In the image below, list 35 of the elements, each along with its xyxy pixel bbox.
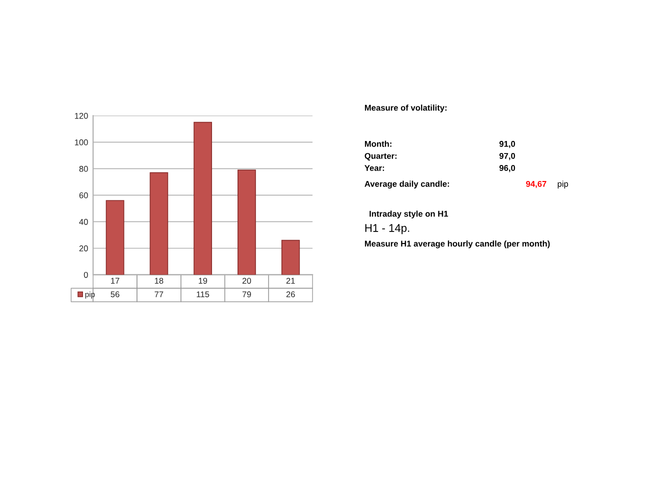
x-tick-label: 17 — [111, 278, 120, 284]
y-tick-label: 40 — [79, 218, 88, 225]
text: Average daily candle: — [364, 180, 449, 189]
text: 94,67 — [526, 180, 546, 188]
bar — [194, 122, 212, 275]
text: Month: — [364, 140, 392, 147]
text: Measure of volatility: — [364, 104, 447, 112]
bar — [238, 170, 256, 275]
y-tick-label: 120 — [74, 112, 88, 119]
text: 97,0 — [499, 152, 516, 160]
y-tick-label: 20 — [79, 245, 88, 252]
text: Measure H1 average hourly candle (per month) — [364, 240, 550, 248]
x-tick-label: 19 — [198, 278, 208, 284]
data-label: 56 — [110, 291, 120, 298]
y-tick-label: 80 — [79, 166, 88, 172]
data-label: 115 — [196, 291, 210, 298]
x-tick-label: 21 — [286, 278, 295, 284]
text: Quarter: — [364, 152, 396, 160]
text: Intraday style on H1 — [370, 210, 448, 218]
y-tick-label: 100 — [74, 139, 88, 146]
y-tick-label: 60 — [79, 192, 88, 198]
bar — [281, 240, 300, 275]
text: 96,0 — [499, 165, 516, 172]
bar — [106, 200, 124, 275]
data-label: 79 — [242, 291, 251, 298]
text: Year: — [364, 165, 384, 171]
text: pip — [558, 180, 568, 188]
text: 91,0 — [499, 140, 516, 148]
bar — [150, 172, 168, 275]
text: H1 - 14p. — [365, 224, 410, 234]
x-tick-label: 18 — [154, 278, 164, 284]
x-tick-label: 20 — [242, 278, 252, 284]
data-label: 26 — [286, 291, 295, 298]
data-label: 77 — [154, 291, 164, 298]
y-tick-label: 0 — [84, 272, 88, 278]
